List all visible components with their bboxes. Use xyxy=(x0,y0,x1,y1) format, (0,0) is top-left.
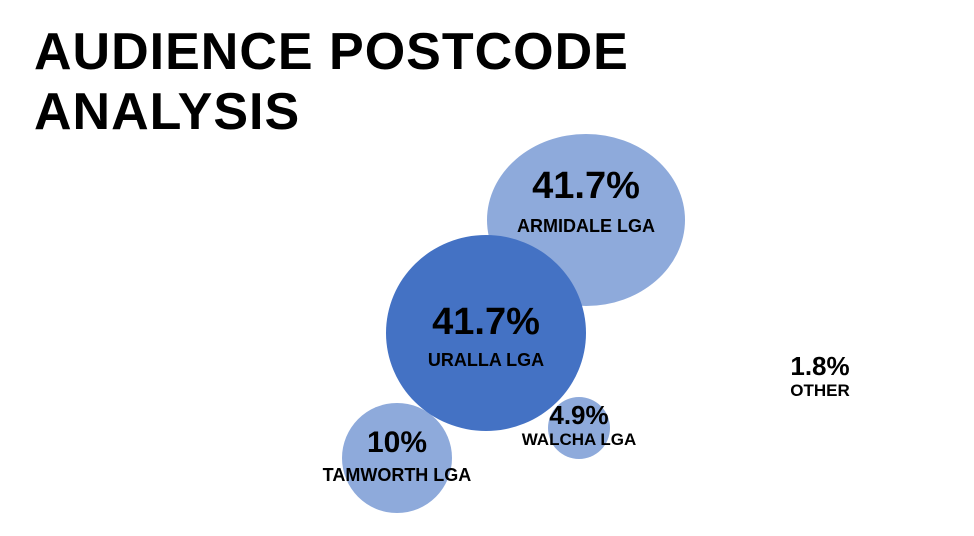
category-label-armidale-lga: ARMIDALE LGA xyxy=(517,216,655,236)
bubble-walcha-lga xyxy=(548,397,610,459)
value-label-tamworth-lga: 10% xyxy=(367,426,427,459)
page-title: AUDIENCE POSTCODE ANALYSIS xyxy=(34,22,794,142)
bubble-tamworth-lga xyxy=(342,403,452,513)
bubble-uralla-lga xyxy=(386,235,586,431)
category-label-uralla-lga: URALLA LGA xyxy=(428,350,544,370)
category-label-tamworth-lga: TAMWORTH LGA xyxy=(323,465,472,485)
category-label-walcha-lga: WALCHA LGA xyxy=(522,430,637,449)
value-label-walcha-lga: 4.9% xyxy=(549,400,608,430)
title-line-2: ANALYSIS xyxy=(34,83,301,141)
title-line-1: AUDIENCE POSTCODE xyxy=(34,23,629,81)
value-label-armidale-lga: 41.7% xyxy=(532,165,640,207)
value-label-uralla-lga: 41.7% xyxy=(432,301,540,343)
value-label-other: 1.8% xyxy=(790,351,849,381)
category-label-other: OTHER xyxy=(790,381,850,400)
